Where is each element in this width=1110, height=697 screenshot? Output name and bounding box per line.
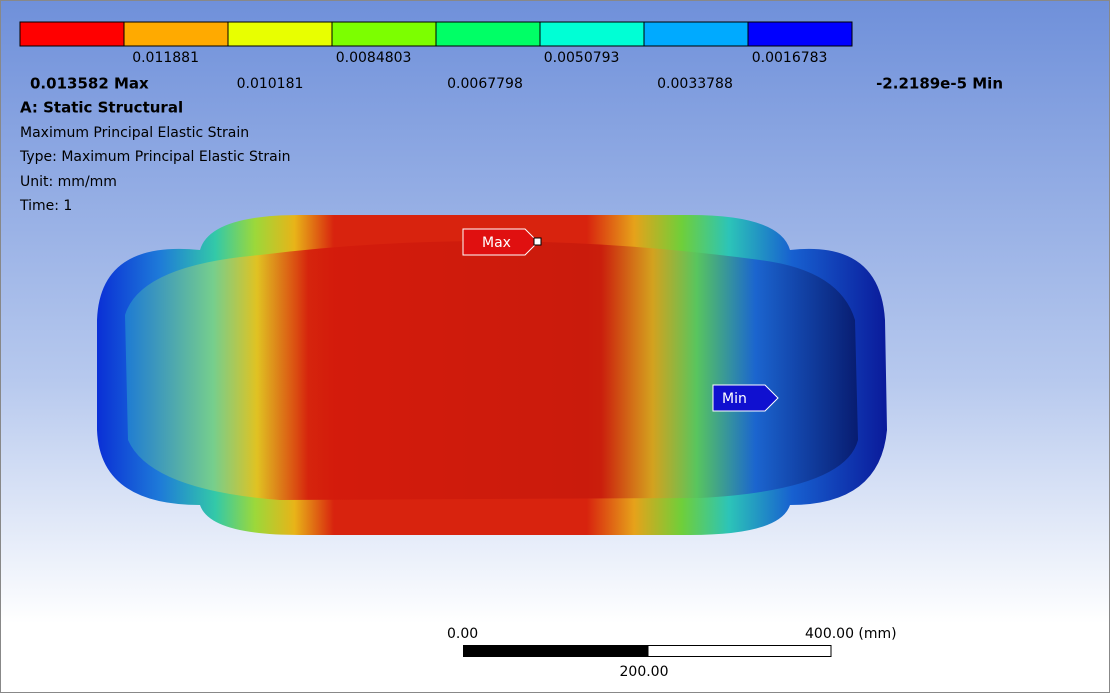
legend-swatch [124,22,228,46]
info-line: Time: 1 [19,198,72,214]
scale-bar-segment [648,646,831,657]
scale-label: 0.00 [447,626,478,642]
legend-swatch [436,22,540,46]
legend-swatch [748,22,852,46]
viewport: 0.011881 0.0084803 0.0050793 0.0016783 0.01… [0,0,1110,693]
legend-label: -2.2189e-5 Min [876,75,1003,93]
info-line: Unit: mm/mm [20,174,117,190]
probe-label: Min [722,391,747,407]
legend-swatch [228,22,332,46]
scale-label: 400.00 (mm) [805,626,897,642]
legend-label: 0.0050793 [544,50,620,66]
legend-swatch [540,22,644,46]
scale-bar-segment [463,645,648,657]
legend-label: 0.0016783 [752,50,828,66]
probe-label: Max [482,235,511,251]
scale-label: 200.00 [620,664,669,680]
legend-label: 0.011881 [132,50,199,66]
info-line: Maximum Principal Elastic Strain [20,125,249,141]
legend-swatch [644,22,748,46]
legend-swatch [20,22,124,46]
legend-label: 0.0033788 [657,76,733,92]
legend-label: 0.010181 [237,76,304,92]
legend-label: 0.0084803 [336,50,412,66]
info-line: Type: Maximum Principal Elastic Strain [19,149,290,165]
legend-label: 0.013582 Max [30,75,149,93]
max-point [534,238,541,245]
legend-label: 0.0067798 [447,76,523,92]
analysis-title: A: Static Structural [20,99,183,117]
model-inner-surface [125,241,858,500]
legend-swatch [332,22,436,46]
